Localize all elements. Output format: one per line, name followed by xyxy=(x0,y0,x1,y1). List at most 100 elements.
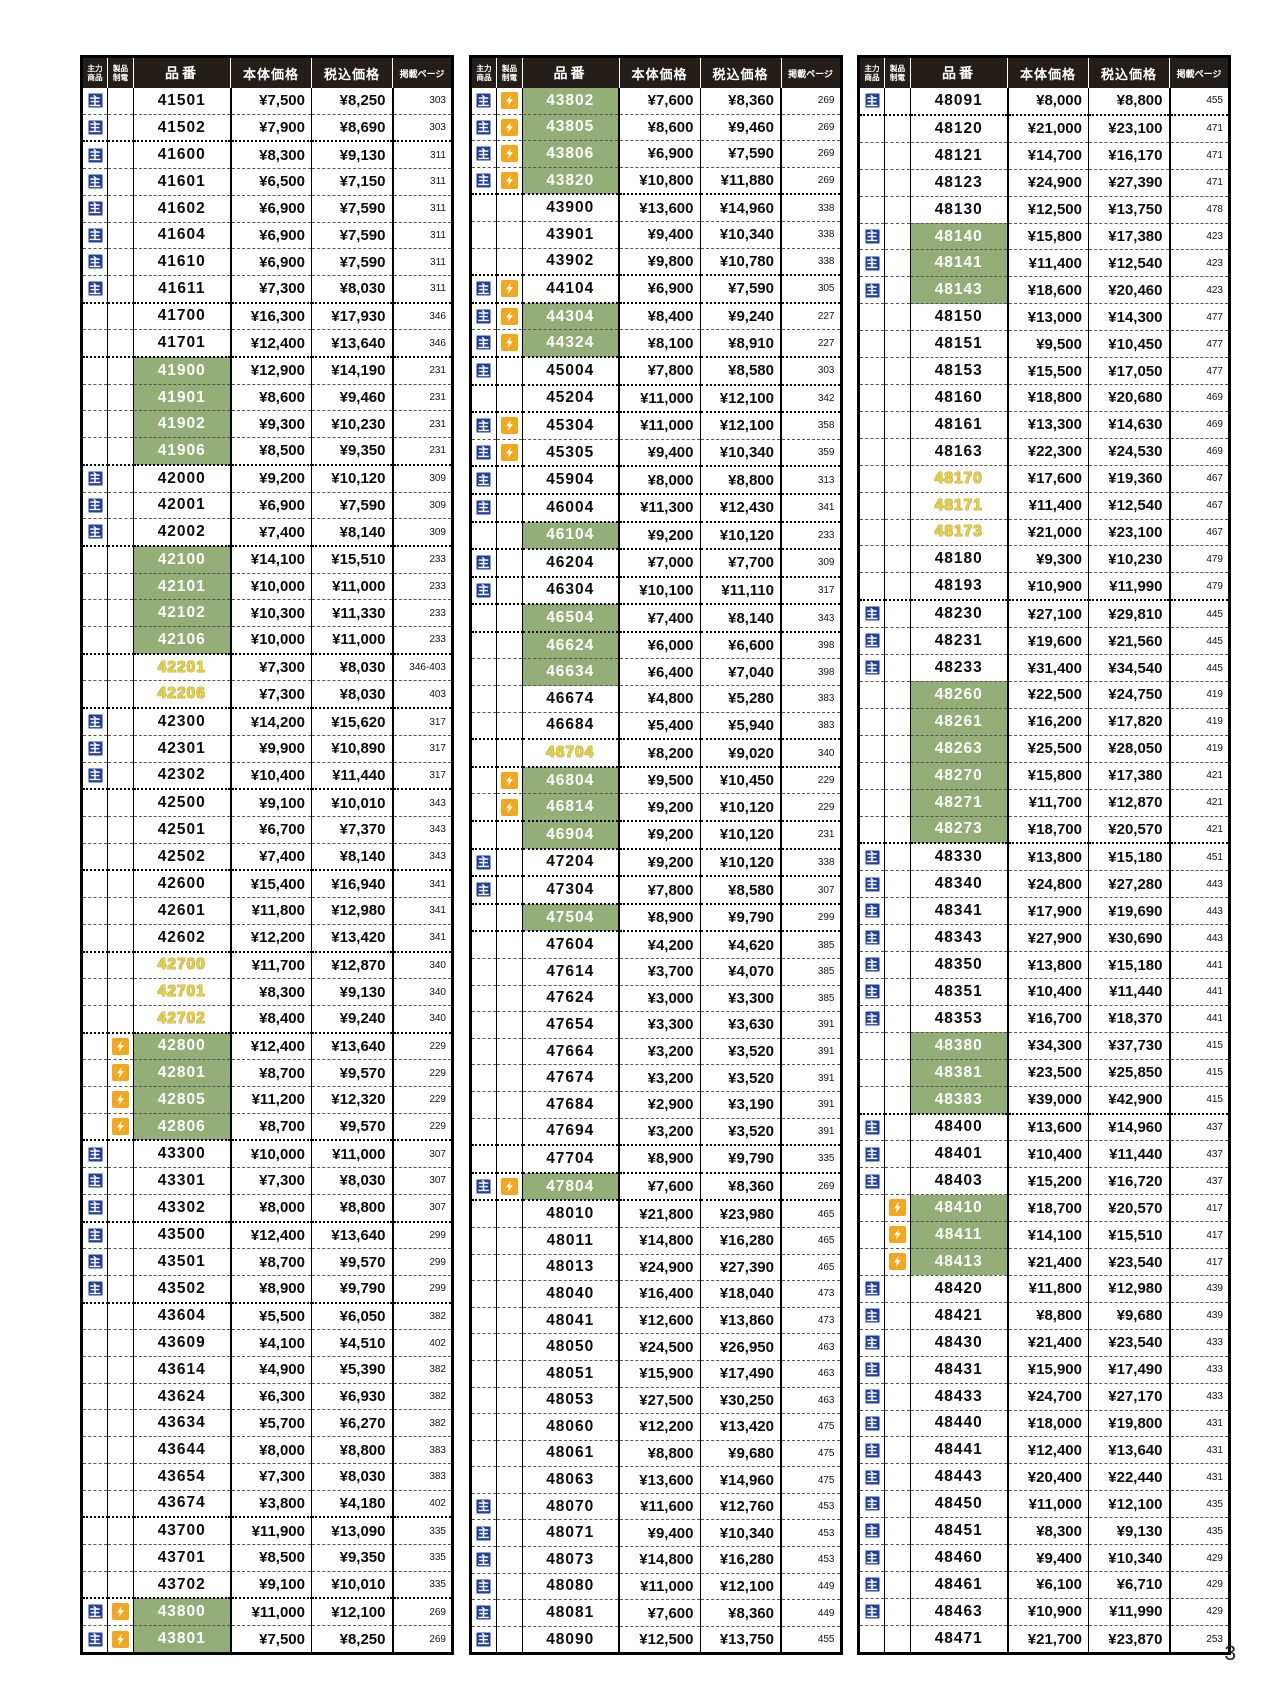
main-product-cell xyxy=(858,1221,885,1249)
main-product-badge: 主 xyxy=(475,1524,492,1542)
antistatic-cell xyxy=(496,902,523,932)
main-product-cell: 主 xyxy=(858,249,885,277)
main-product-badge: 主 xyxy=(863,1172,881,1190)
product-code: 48263 xyxy=(910,734,1009,763)
catalog-page-ref: 385 xyxy=(781,958,841,986)
product-row: 47654 ¥3,300 ¥3,630 391 xyxy=(470,1011,841,1039)
catalog-page-ref: 233 xyxy=(392,544,453,574)
antistatic-lightning-icon xyxy=(112,1091,129,1109)
product-code: 42601 xyxy=(133,897,232,925)
tax-included-price: ¥20,460 xyxy=(1088,276,1171,304)
product-row: 主 41501 ¥7,500 ¥8,250 303 xyxy=(81,88,453,115)
base-price: ¥8,500 xyxy=(230,437,312,465)
product-code: 48163 xyxy=(910,437,1009,466)
catalog-page-ref: 471 xyxy=(1169,113,1230,143)
base-price: ¥7,600 xyxy=(619,1171,701,1201)
main-product-cell: 主 xyxy=(858,627,885,655)
product-code: 43609 xyxy=(133,1329,232,1357)
product-row: 42806 ¥8,700 ¥9,570 229 xyxy=(81,1112,453,1141)
tax-included-price: ¥10,230 xyxy=(311,410,394,438)
base-price: ¥5,400 xyxy=(619,711,701,740)
base-price: ¥27,100 xyxy=(1007,599,1089,628)
product-code: 48350 xyxy=(910,951,1009,979)
antistatic-cell xyxy=(884,222,911,250)
antistatic-cell xyxy=(884,1058,911,1087)
product-code: 41900 xyxy=(133,356,232,385)
catalog-page-ref: 343 xyxy=(392,815,453,844)
antistatic-cell xyxy=(496,301,523,330)
product-code: 46674 xyxy=(522,685,620,713)
product-row: 主 48081 ¥7,600 ¥8,360 449 xyxy=(470,1599,841,1627)
tax-included-price: ¥27,170 xyxy=(1088,1382,1171,1411)
base-price: ¥12,900 xyxy=(230,356,312,385)
tax-included-price: ¥7,700 xyxy=(700,548,782,577)
antistatic-cell xyxy=(884,195,911,224)
base-price: ¥13,600 xyxy=(1007,1112,1089,1141)
antistatic-cell xyxy=(884,761,911,790)
antistatic-cell xyxy=(107,1193,134,1222)
antistatic-cell xyxy=(107,1489,134,1518)
product-code: 47704 xyxy=(522,1144,620,1173)
catalog-page-ref: 477 xyxy=(1169,357,1230,385)
antistatic-cell xyxy=(496,765,523,794)
product-row: 42801 ¥8,700 ¥9,570 229 xyxy=(81,1059,453,1087)
product-row: 主 41600 ¥8,300 ¥9,130 311 xyxy=(81,140,453,169)
antistatic-cell xyxy=(884,437,911,466)
antistatic-cell xyxy=(496,247,523,276)
product-row: 主 48450 ¥11,000 ¥12,100 435 xyxy=(858,1490,1230,1518)
main-product-badge: 主 xyxy=(86,118,104,136)
main-product-badge: 主 xyxy=(86,496,104,514)
price-table-2: 主力 商品 製品 制電 品番 本体価格 税込価格 掲載ページ 主 43802 ¥7,60… xyxy=(468,55,843,1656)
product-code: 42000 xyxy=(133,463,232,493)
main-product-badge: 主 xyxy=(86,92,104,110)
catalog-page-ref: 346 xyxy=(392,329,453,358)
product-code: 42206 xyxy=(133,680,232,709)
main-product-badge: 主 xyxy=(863,1387,881,1405)
catalog-page-ref: 269 xyxy=(781,140,841,168)
product-row: 主 48073 ¥14,800 ¥16,280 453 xyxy=(470,1546,841,1574)
tax-included-price: ¥15,180 xyxy=(1088,951,1171,979)
product-row: 48471 ¥21,700 ¥23,870 253 xyxy=(858,1624,1230,1654)
antistatic-cell xyxy=(107,1382,134,1410)
antistatic-cell xyxy=(496,1413,523,1441)
product-row: 主 48431 ¥15,900 ¥17,490 433 xyxy=(858,1355,1230,1384)
tax-included-price: ¥24,530 xyxy=(1088,437,1171,466)
product-row: 42206 ¥7,300 ¥8,030 403 xyxy=(81,680,453,709)
antistatic-cell xyxy=(107,1625,134,1654)
catalog-page-ref: 415 xyxy=(1169,1058,1230,1087)
product-code: 48421 xyxy=(910,1301,1009,1330)
tax-included-price: ¥14,960 xyxy=(700,1466,782,1494)
base-price: ¥9,100 xyxy=(230,1570,312,1599)
catalog-page-ref: 231 xyxy=(392,383,453,411)
base-price: ¥24,800 xyxy=(1007,870,1089,898)
main-product-badge: 主 xyxy=(475,1177,492,1195)
antistatic-cell xyxy=(496,113,523,141)
tax-included-price: ¥20,570 xyxy=(1088,1194,1171,1222)
tax-included-price: ¥21,560 xyxy=(1088,627,1171,655)
product-row: 42502 ¥7,400 ¥8,140 343 xyxy=(81,842,453,871)
product-row: 主 48341 ¥17,900 ¥19,690 443 xyxy=(858,897,1230,925)
antistatic-cell xyxy=(884,1031,911,1060)
antistatic-lightning-icon xyxy=(500,92,518,110)
catalog-page-ref: 429 xyxy=(1169,1544,1230,1572)
product-code: 41901 xyxy=(133,383,232,411)
product-code: 48121 xyxy=(910,141,1009,170)
base-price: ¥9,300 xyxy=(230,410,312,438)
catalog-page-ref: 231 xyxy=(392,410,453,438)
product-row: 主 48443 ¥20,400 ¥22,440 431 xyxy=(858,1463,1230,1491)
antistatic-cell xyxy=(884,1517,911,1545)
antistatic-cell xyxy=(107,788,134,817)
catalog-page-ref: 433 xyxy=(1169,1382,1230,1411)
tax-included-price: ¥17,930 xyxy=(311,301,394,330)
antistatic-cell xyxy=(884,654,911,682)
main-product-badge: 主 xyxy=(863,1280,881,1298)
main-product-cell xyxy=(81,1329,108,1357)
product-row: 主 48330 ¥13,800 ¥15,180 451 xyxy=(858,842,1230,871)
tax-included-price: ¥13,090 xyxy=(311,1516,394,1545)
tax-included-price: ¥17,050 xyxy=(1088,357,1171,385)
tax-included-price: ¥30,690 xyxy=(1088,924,1171,952)
main-product-badge: 主 xyxy=(86,146,104,164)
catalog-page-ref: 307 xyxy=(392,1167,453,1195)
main-product-cell xyxy=(81,544,108,574)
catalog-page-ref: 391 xyxy=(781,1037,841,1065)
